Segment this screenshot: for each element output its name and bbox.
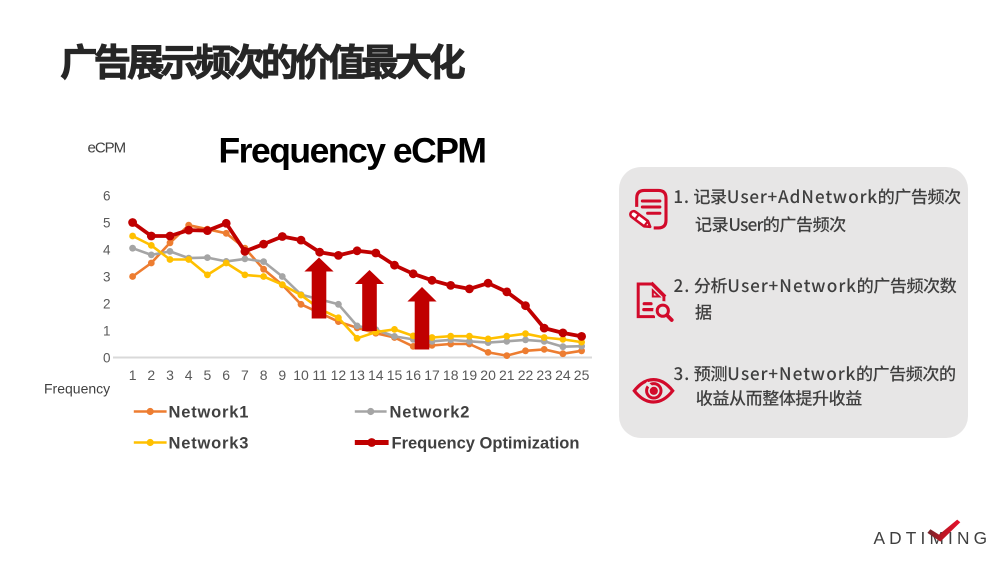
- svg-text:5: 5: [103, 215, 111, 230]
- svg-text:20: 20: [480, 367, 496, 383]
- svg-text:12: 12: [331, 367, 347, 383]
- svg-text:Frequency eCPM: Frequency eCPM: [218, 131, 485, 171]
- svg-text:Frequency: Frequency: [44, 381, 110, 397]
- svg-text:5: 5: [204, 367, 212, 383]
- svg-text:25: 25: [574, 367, 590, 383]
- svg-text:4: 4: [103, 242, 111, 257]
- svg-text:1: 1: [103, 323, 111, 338]
- svg-text:1: 1: [129, 367, 137, 383]
- svg-text:10: 10: [293, 367, 309, 383]
- svg-text:23: 23: [536, 367, 552, 383]
- svg-text:19: 19: [462, 367, 478, 383]
- svg-text:17: 17: [424, 367, 440, 383]
- svg-text:3: 3: [103, 269, 111, 284]
- svg-text:22: 22: [518, 367, 534, 383]
- svg-text:3: 3: [166, 367, 174, 383]
- svg-text:24: 24: [555, 367, 571, 383]
- svg-text:21: 21: [499, 367, 515, 383]
- svg-text:2: 2: [103, 296, 111, 311]
- svg-text:8: 8: [260, 367, 268, 383]
- svg-text:2: 2: [147, 367, 155, 383]
- svg-text:4: 4: [185, 367, 193, 383]
- svg-text:Network3: Network3: [169, 435, 250, 453]
- svg-text:ADTIMING: ADTIMING: [874, 528, 992, 548]
- svg-text:6: 6: [222, 367, 230, 383]
- svg-text:13: 13: [349, 367, 365, 383]
- svg-text:Network2: Network2: [390, 404, 471, 422]
- svg-text:9: 9: [278, 367, 286, 383]
- svg-text:14: 14: [368, 367, 384, 383]
- svg-text:0: 0: [103, 350, 111, 365]
- svg-text:Frequency Optimization: Frequency Optimization: [392, 435, 580, 453]
- svg-text:16: 16: [405, 367, 421, 383]
- svg-text:18: 18: [443, 367, 459, 383]
- svg-text:6: 6: [103, 188, 111, 203]
- svg-text:Network1: Network1: [169, 404, 250, 422]
- svg-text:15: 15: [387, 367, 403, 383]
- svg-text:7: 7: [241, 367, 249, 383]
- svg-text:11: 11: [312, 367, 327, 383]
- svg-text:eCPM: eCPM: [88, 140, 126, 157]
